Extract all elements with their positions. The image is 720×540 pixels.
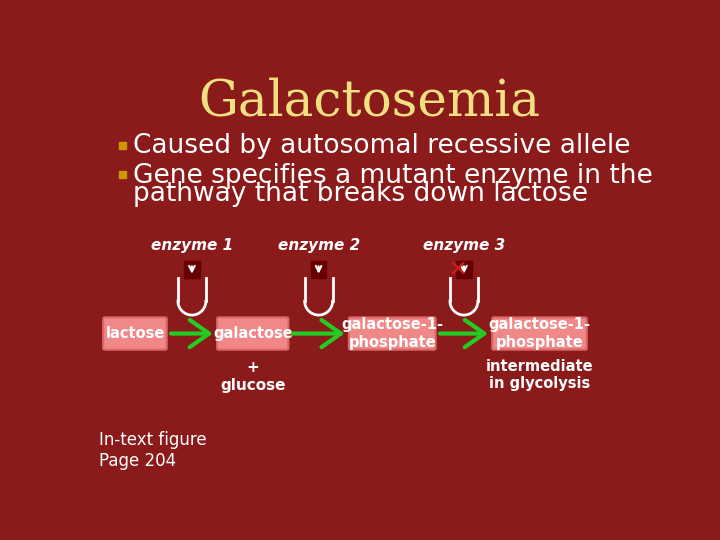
Text: In-text figure
Page 204: In-text figure Page 204	[99, 431, 207, 470]
Text: lactose: lactose	[105, 326, 165, 341]
Text: pathway that breaks down lactose: pathway that breaks down lactose	[132, 181, 588, 207]
Bar	[120, 171, 127, 178]
Text: +
glucose: + glucose	[220, 361, 286, 393]
Text: ✕: ✕	[449, 260, 467, 280]
FancyBboxPatch shape	[492, 318, 587, 350]
Text: galactose-1-
phosphate: galactose-1- phosphate	[488, 318, 590, 350]
FancyBboxPatch shape	[217, 318, 289, 350]
FancyBboxPatch shape	[103, 318, 167, 350]
Text: Galactosemia: Galactosemia	[198, 77, 540, 126]
Bar	[456, 261, 472, 278]
Text: intermediate
in glycolysis: intermediate in glycolysis	[486, 359, 593, 392]
Bar	[184, 261, 199, 278]
Text: Gene specifies a mutant enzyme in the: Gene specifies a mutant enzyme in the	[132, 163, 652, 188]
Text: galactose: galactose	[213, 326, 292, 341]
FancyBboxPatch shape	[349, 318, 436, 350]
Text: enzyme 3: enzyme 3	[423, 239, 505, 253]
Text: galactose-1-
phosphate: galactose-1- phosphate	[341, 318, 444, 350]
Bar	[120, 142, 127, 149]
Text: enzyme 1: enzyme 1	[150, 239, 233, 253]
Text: enzyme 2: enzyme 2	[277, 239, 360, 253]
Text: Caused by autosomal recessive allele: Caused by autosomal recessive allele	[132, 133, 630, 159]
Bar	[311, 261, 326, 278]
